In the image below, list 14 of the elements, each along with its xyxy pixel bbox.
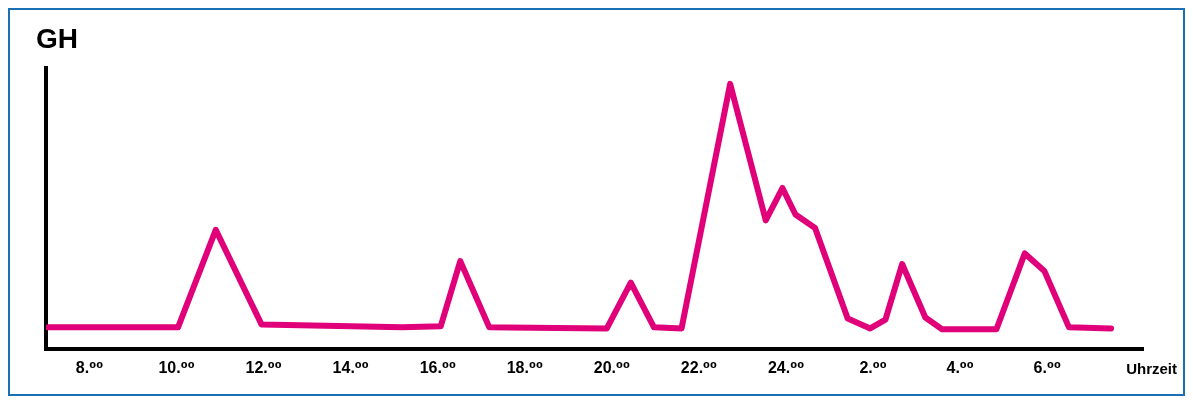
x-tick-label: 14.⁰⁰ (332, 358, 369, 376)
x-tick-label: 20.⁰⁰ (593, 358, 631, 376)
x-tick-label: 12.⁰⁰ (245, 358, 282, 376)
x-tick-label: 18.⁰⁰ (506, 358, 543, 376)
x-tick-label: 24.⁰⁰ (767, 358, 805, 376)
x-tick-label: 22.⁰⁰ (680, 358, 718, 376)
x-tick-label: 8.⁰⁰ (75, 358, 104, 376)
y-axis-title: GH (36, 22, 78, 54)
x-tick-label: 16.⁰⁰ (419, 358, 456, 376)
x-axis-title: Uhrzeit (1126, 360, 1177, 378)
x-tick-label: 2.⁰⁰ (859, 358, 887, 376)
x-tick-label: 4.⁰⁰ (946, 358, 974, 376)
x-tick-label: 6.⁰⁰ (1033, 358, 1061, 376)
x-tick-label: 10.⁰⁰ (158, 358, 195, 376)
